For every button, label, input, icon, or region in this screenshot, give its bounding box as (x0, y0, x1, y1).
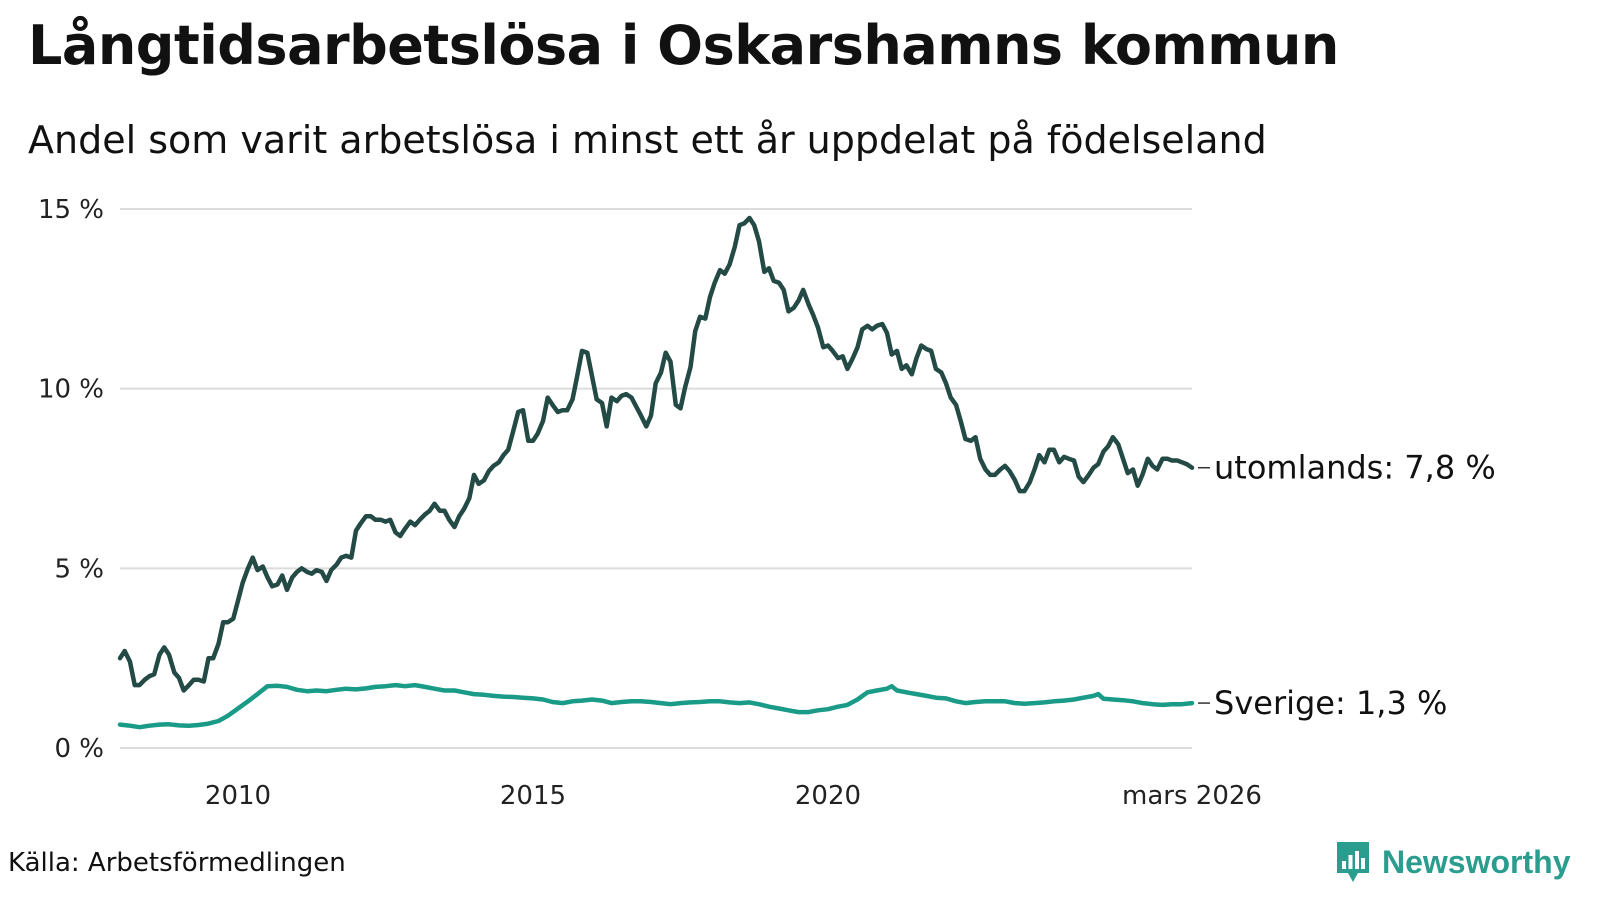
x-tick-label: 2015 (500, 781, 566, 811)
newsworthy-logo-icon (1337, 842, 1369, 882)
y-axis-tick-labels: 0 % 5 % 10 % 15 % (38, 195, 104, 764)
end-label-sverige: Sverige: 1,3 % (1214, 684, 1447, 722)
x-tick-label: 2020 (795, 781, 861, 811)
y-tick-label: 10 % (38, 375, 104, 405)
y-tick-label: 15 % (38, 195, 104, 225)
brand-logo: Newsworthy (1334, 838, 1570, 886)
source-note: Källa: Arbetsförmedlingen (8, 848, 346, 878)
y-tick-label: 5 % (54, 554, 104, 584)
chart-subtitle: Andel som varit arbetslösa i minst ett å… (28, 118, 1267, 162)
brand-name: Newsworthy (1382, 843, 1571, 880)
line-chart: 0 % 5 % 10 % 15 % 2010 2015 2020 mars 2026 uto… (38, 195, 1496, 811)
series-line-sverige (117, 682, 1195, 730)
x-tick-label: mars 2026 (1122, 781, 1262, 811)
chart-title: Långtidsarbetslösa i Oskarshamns kommun (28, 14, 1339, 77)
end-label-utomlands: utomlands: 7,8 % (1214, 449, 1496, 487)
x-tick-label: 2010 (205, 781, 271, 811)
y-tick-label: 0 % (54, 734, 104, 764)
series-line-utomlands (117, 215, 1195, 693)
series-lines (117, 215, 1195, 730)
end-labels: utomlands: 7,8 % Sverige: 1,3 % (1198, 449, 1496, 722)
x-axis-tick-labels: 2010 2015 2020 mars 2026 (205, 781, 1262, 811)
